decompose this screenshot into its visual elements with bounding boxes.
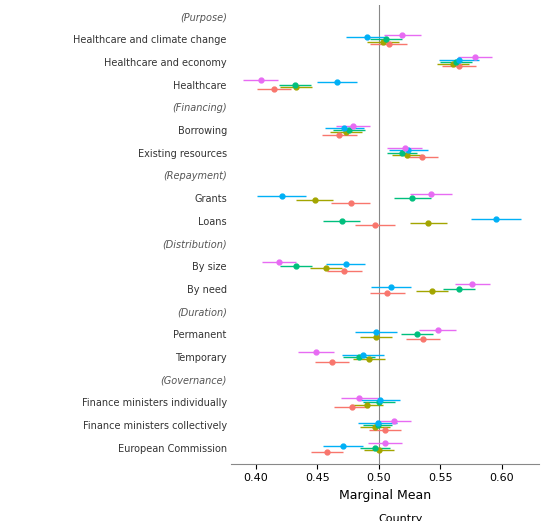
X-axis label: Marginal Mean: Marginal Mean bbox=[339, 489, 431, 502]
Legend: France, Germany, Italy, Netherlands, Spain: France, Germany, Italy, Netherlands, Spa… bbox=[256, 510, 545, 521]
